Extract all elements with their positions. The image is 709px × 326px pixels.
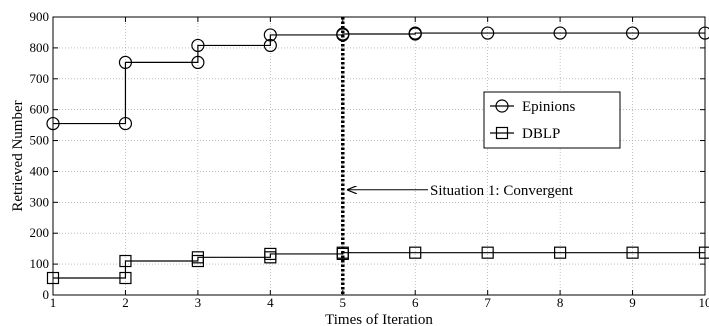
y-tick-label-1: 100 <box>30 256 50 271</box>
data-point-dblp-2 <box>119 254 132 268</box>
x-tick-label-9: 10 <box>699 295 709 310</box>
data-point-epinions-1 <box>118 116 133 131</box>
data-point-epinions-4 <box>191 38 205 53</box>
data-point-epinions-3 <box>191 55 205 70</box>
grid <box>52 16 706 296</box>
annotation-text: Situation 1: Convergent <box>430 183 574 199</box>
y-tick-label-9: 900 <box>30 9 50 24</box>
y-tick-label-6: 600 <box>30 102 50 117</box>
y-tick-label-2: 200 <box>30 225 50 240</box>
x-tick-label-5: 6 <box>412 295 419 310</box>
y-axis-title: Retrieved Number <box>10 100 26 211</box>
x-tick-label-8: 9 <box>629 295 636 310</box>
data-point-dblp-9 <box>409 246 422 259</box>
series-line-epinions <box>53 32 705 125</box>
legend-label-epinions: Epinions <box>522 99 575 115</box>
data-point-dblp-4 <box>191 251 204 264</box>
y-tick-label-0: 0 <box>43 287 50 302</box>
x-axis-title: Times of Iteration <box>325 312 433 326</box>
series-dblp <box>46 246 709 285</box>
x-tick-label-0: 1 <box>50 295 57 310</box>
y-tick-label-7: 700 <box>30 71 50 86</box>
data-point-epinions-10 <box>408 26 422 40</box>
series <box>46 26 709 285</box>
data-point-dblp-10 <box>481 246 494 259</box>
data-point-epinions-5 <box>263 38 277 53</box>
legend: Epinions DBLP <box>483 91 621 149</box>
data-point-epinions-6 <box>263 28 277 42</box>
plot-frame <box>52 16 706 296</box>
legend-marker-epinions <box>495 99 509 113</box>
data-point-dblp-6 <box>264 247 277 261</box>
x-tick-label-2: 3 <box>195 295 202 310</box>
y-tick-label-4: 400 <box>30 163 50 178</box>
x-tick-label-4: 5 <box>340 295 347 310</box>
series-line-dblp <box>53 252 705 279</box>
data-point-dblp-11 <box>554 246 567 259</box>
data-point-epinions-2 <box>118 55 133 70</box>
x-tick-label-3: 4 <box>267 295 274 310</box>
annotation: Situation 1: Convergent <box>341 17 574 295</box>
legend-marker-dblp <box>495 126 509 140</box>
data-point-epinions-13 <box>625 26 640 40</box>
data-point-epinions-12 <box>553 26 567 40</box>
data-point-dblp-1 <box>119 271 132 285</box>
x-tick-label-1: 2 <box>122 295 129 310</box>
y-tick-label-5: 500 <box>30 133 50 148</box>
y-tick-label-8: 800 <box>30 40 50 55</box>
legend-label-dblp: DBLP <box>522 126 560 142</box>
data-point-dblp-12 <box>626 246 639 259</box>
x-tick-label-7: 8 <box>557 295 564 310</box>
y-tick-label-3: 300 <box>30 194 50 209</box>
data-point-epinions-11 <box>481 26 495 40</box>
x-tick-label-6: 7 <box>484 295 491 310</box>
